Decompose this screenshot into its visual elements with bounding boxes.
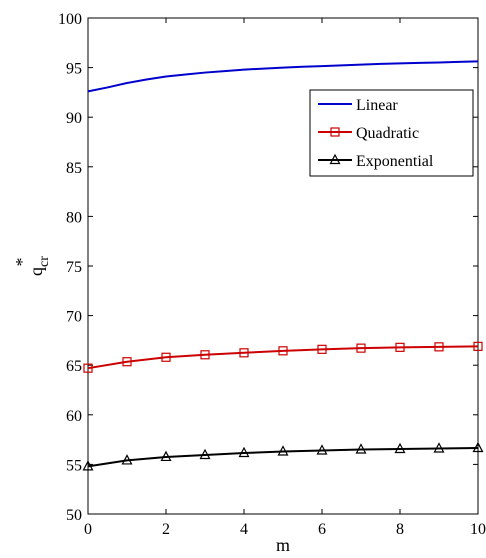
x-tick-label: 2 (162, 521, 170, 538)
x-axis: 0 2 4 6 8 10 (84, 18, 486, 538)
series-linear (87, 60, 479, 93)
x-tick-label: 8 (396, 521, 404, 538)
x-tick-label: 10 (470, 521, 486, 538)
data-point-triangle (238, 446, 250, 458)
x-tick-label: 4 (240, 521, 248, 538)
y-axis-label-base: q (26, 267, 46, 276)
y-tick-label: 60 (66, 408, 82, 425)
data-point-triangle (160, 450, 172, 462)
y-tick-label: 65 (66, 358, 82, 375)
data-point-square (330, 127, 340, 137)
data-point-triangle (394, 442, 406, 454)
y-tick-label: 70 (66, 309, 82, 326)
legend-entry: Quadratic (318, 125, 419, 142)
legend-entry: Exponential (318, 153, 434, 170)
y-tick-label: 85 (66, 160, 82, 177)
y-tick-label: 95 (66, 61, 82, 78)
data-point-square (239, 348, 249, 358)
data-point-square (473, 341, 483, 351)
svg-text:qcr: qcr (26, 256, 52, 276)
data-point-triangle (329, 153, 341, 165)
legend-label: Quadratic (356, 125, 419, 142)
data-point-triangle (277, 445, 289, 456)
x-tick-label: 0 (84, 521, 92, 538)
data-point-triangle (433, 442, 445, 453)
data-point-triangle (199, 448, 211, 460)
legend: Linear Quadratic Exponential (309, 89, 474, 177)
series-line (87, 345, 479, 370)
data-point-square (434, 342, 444, 352)
data-point-square (395, 342, 405, 352)
y-tick-label: 55 (66, 457, 82, 474)
legend-entry: Linear (318, 97, 398, 114)
y-tick-label: 90 (66, 110, 82, 127)
data-point-triangle (472, 441, 484, 453)
y-tick-label: 80 (66, 209, 82, 226)
legend-label: Linear (356, 97, 398, 114)
data-point-triangle (82, 460, 94, 471)
y-tick-label: 50 (66, 507, 82, 524)
y-tick-label: 100 (58, 11, 82, 28)
y-axis-label-sup: * (12, 258, 32, 267)
series-quadratic (83, 341, 483, 373)
x-axis-label: m (276, 535, 290, 555)
series-exponential (82, 441, 484, 471)
y-axis-label-sub: cr (37, 256, 52, 267)
y-axis: 50 55 60 65 70 75 80 85 90 95 100 (58, 11, 478, 524)
y-tick-label: 75 (66, 259, 82, 276)
legend-label: Exponential (356, 153, 434, 170)
data-point-triangle (355, 443, 367, 454)
series-line (87, 447, 479, 468)
series-line (87, 60, 479, 93)
data-point-triangle (121, 454, 133, 465)
x-tick-label: 6 (318, 521, 326, 538)
data-point-square (278, 346, 288, 356)
data-point-square (83, 363, 93, 373)
series-layer (82, 60, 484, 471)
data-point-square (200, 350, 210, 360)
data-point-square (317, 344, 327, 354)
data-point-square (122, 357, 132, 367)
data-point-triangle (316, 444, 328, 455)
data-point-square (356, 343, 366, 353)
y-axis-label: qcr * (12, 256, 52, 276)
data-point-square (161, 352, 171, 362)
